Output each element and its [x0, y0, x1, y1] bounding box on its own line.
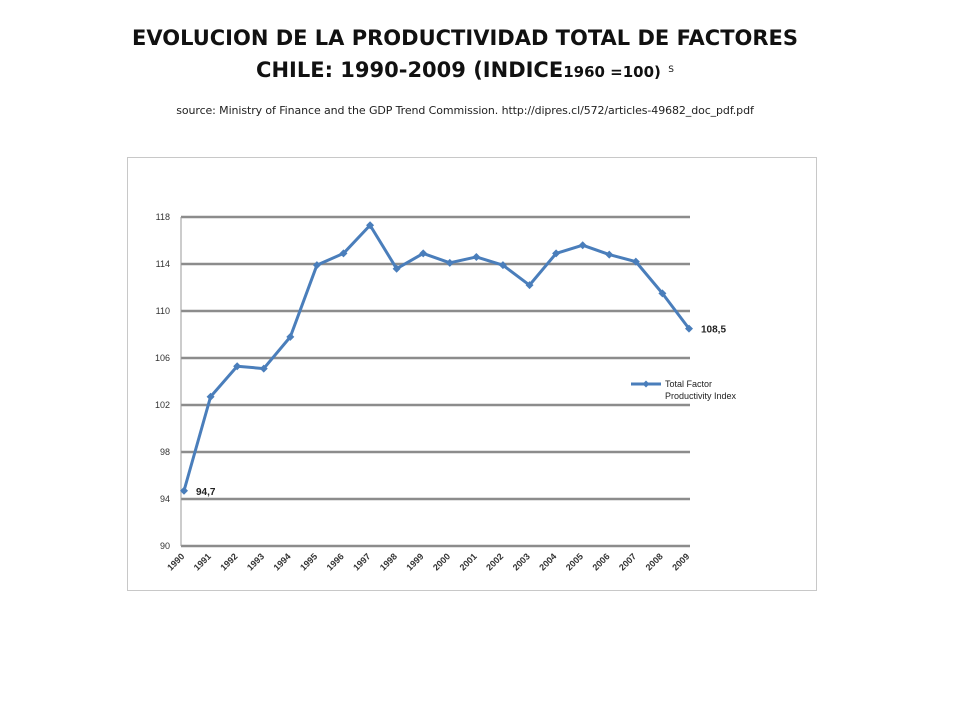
y-tick-label-102: 102	[155, 400, 170, 410]
title-line-2-mark: S	[668, 65, 674, 75]
data-point-2005	[578, 241, 587, 250]
slide-title: EVOLUCION DE LA PRODUCTIVIDAD TOTAL DE F…	[0, 22, 930, 88]
data-point-1998	[392, 264, 401, 273]
x-tick-label-2000: 2000	[431, 551, 452, 572]
data-point-1996	[339, 249, 348, 258]
x-tick-label-1991: 1991	[192, 551, 213, 572]
y-tick-label-90: 90	[160, 541, 170, 551]
legend-label-line-1: Total Factor	[665, 379, 712, 389]
x-tick-label-1997: 1997	[351, 551, 372, 572]
data-label-2009: 108,5	[701, 325, 726, 336]
data-point-2004	[552, 249, 561, 258]
y-axis-ticks: 118 114 110 106 102 98 94 90	[155, 212, 170, 551]
x-tick-label-2002: 2002	[484, 551, 505, 572]
x-tick-label-2003: 2003	[511, 551, 532, 572]
title-line-2-main: CHILE: 1990-2009 (INDICE	[256, 58, 564, 82]
chart-frame	[127, 157, 817, 591]
data-point-2001	[472, 252, 481, 261]
data-point-1999	[419, 249, 428, 258]
y-tick-label-94: 94	[160, 494, 170, 504]
x-tick-label-1999: 1999	[404, 551, 425, 572]
source-note: source: Ministry of Finance and the GDP …	[176, 104, 754, 117]
series-group	[180, 221, 693, 495]
y-tick-label-98: 98	[160, 447, 170, 457]
data-point-1992	[233, 362, 242, 371]
legend-label-line-2: Productivity Index	[665, 391, 737, 401]
x-tick-label-1994: 1994	[271, 551, 292, 572]
data-point-1995	[312, 261, 321, 270]
data-point-1997	[366, 221, 375, 230]
data-point-1993	[259, 364, 268, 373]
series-line-0	[182, 223, 691, 492]
legend-marker	[642, 380, 650, 388]
title-line-2: CHILE: 1990-2009 (INDICE1960 =100) S	[0, 54, 930, 88]
title-line-1: EVOLUCION DE LA PRODUCTIVIDAD TOTAL DE F…	[131, 26, 799, 50]
data-point-2000	[445, 258, 454, 267]
data-point-2006	[605, 250, 614, 259]
x-tick-label-1993: 1993	[245, 551, 266, 572]
y-tick-label-106: 106	[155, 353, 170, 363]
data-point-1991	[206, 392, 215, 401]
x-tick-label-1998: 1998	[378, 551, 399, 572]
x-tick-label-2007: 2007	[617, 551, 638, 572]
y-tick-label-110: 110	[156, 306, 170, 316]
legend: Total Factor Productivity Index	[631, 379, 737, 401]
data-point-2007	[631, 257, 640, 266]
y-tick-label-118: 118	[156, 212, 170, 222]
y-tick-label-114: 114	[156, 259, 170, 269]
data-point-1990	[180, 486, 188, 495]
x-tick-label-2004: 2004	[537, 551, 558, 572]
data-point-1994	[286, 332, 295, 341]
x-tick-label-1992: 1992	[218, 551, 239, 572]
grid-lines	[180, 215, 690, 548]
x-tick-label-2005: 2005	[564, 551, 585, 572]
x-tick-label-2001: 2001	[458, 551, 479, 572]
x-tick-label-2009: 2009	[670, 551, 691, 572]
x-tick-label-1996: 1996	[325, 551, 346, 572]
data-labels: 94,7 108,5	[196, 325, 726, 498]
data-point-2008	[658, 289, 667, 298]
data-point-2009	[685, 324, 693, 333]
x-tick-label-1995: 1995	[298, 551, 319, 572]
x-axis-ticks: 1990 1991 1992 1993 1994 1995 1996 1997 1998 1999…	[165, 551, 691, 572]
title-line-2-index-base: 1960 =100)	[563, 63, 661, 81]
data-point-2002	[498, 261, 507, 270]
x-tick-label-1990: 1990	[165, 551, 186, 572]
data-point-2003	[525, 281, 534, 290]
data-label-1990: 94,7	[196, 487, 216, 498]
x-tick-label-2008: 2008	[644, 551, 665, 572]
x-tick-label-2006: 2006	[590, 551, 611, 572]
